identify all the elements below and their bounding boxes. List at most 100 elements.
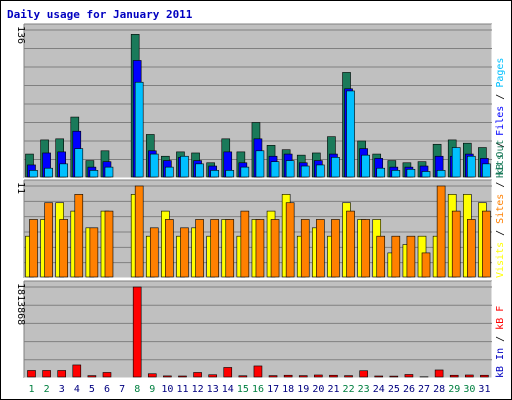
day-label: 31 bbox=[478, 384, 490, 395]
sites-bar bbox=[29, 219, 38, 278]
day-label: 23 bbox=[358, 384, 370, 395]
day-label: 5 bbox=[89, 384, 95, 395]
day-label: 22 bbox=[343, 384, 355, 395]
top-legend-item: Pages bbox=[495, 58, 506, 88]
sites-bar bbox=[285, 202, 295, 278]
sites-bar bbox=[180, 227, 189, 278]
bottom-legend-item: kB F bbox=[495, 306, 506, 330]
pages-bar bbox=[451, 147, 461, 178]
sites-bar bbox=[44, 202, 53, 278]
middle-legend: Visits / Sites / kB Out bbox=[495, 140, 506, 278]
sites-bar bbox=[225, 219, 235, 278]
top-legend-separator: / bbox=[495, 88, 506, 106]
bottom-panel-bg bbox=[24, 281, 492, 378]
sites-bar bbox=[316, 219, 325, 278]
day-label: 14 bbox=[222, 384, 234, 395]
sites-bar bbox=[195, 219, 204, 278]
pages-bar bbox=[391, 170, 401, 178]
chart-title: Daily usage for January 2011 bbox=[7, 8, 193, 21]
day-label: 26 bbox=[403, 384, 415, 395]
sites-bar bbox=[165, 219, 174, 278]
middle-legend-separator: / bbox=[495, 224, 506, 242]
kbf-bar bbox=[223, 367, 233, 378]
pages-bar bbox=[467, 155, 476, 178]
pages-bar bbox=[240, 166, 250, 178]
pages-bar bbox=[346, 90, 355, 178]
sites-bar bbox=[134, 185, 144, 278]
pages-bar bbox=[104, 166, 114, 178]
top-legend-separator: / bbox=[495, 136, 506, 154]
pages-bar bbox=[29, 170, 38, 178]
kbf-bar bbox=[374, 375, 384, 378]
pages-bar bbox=[149, 153, 159, 178]
pages-bar bbox=[74, 148, 84, 178]
sites-bar bbox=[270, 219, 280, 278]
sites-bar bbox=[74, 194, 84, 278]
kbf-bar bbox=[449, 374, 459, 378]
kbf-bar bbox=[42, 370, 51, 378]
kbf-bar bbox=[238, 375, 248, 378]
pages-bar bbox=[300, 165, 310, 178]
day-label: 1 bbox=[29, 384, 35, 395]
kbf-bar bbox=[87, 375, 97, 378]
day-label: 6 bbox=[104, 384, 110, 395]
top-legend-item: Files bbox=[495, 106, 506, 136]
sites-bar bbox=[104, 210, 114, 278]
sites-bar bbox=[406, 235, 416, 278]
day-label: 27 bbox=[418, 384, 430, 395]
kbf-bar bbox=[72, 364, 82, 378]
pages-bar bbox=[180, 155, 189, 178]
kbf-bar bbox=[404, 374, 414, 378]
sites-bar bbox=[361, 219, 370, 278]
kbf-bar bbox=[298, 375, 308, 378]
day-label: 16 bbox=[252, 384, 264, 395]
top-legend: Hits / Files / Pages bbox=[495, 58, 506, 178]
pages-bar bbox=[59, 163, 68, 178]
sites-bar bbox=[436, 185, 446, 278]
sites-bar bbox=[89, 227, 99, 278]
top-legend-item: Hits bbox=[495, 154, 506, 178]
day-label: 12 bbox=[192, 384, 204, 395]
kbf-bar bbox=[329, 374, 338, 378]
pages-bar bbox=[44, 167, 53, 178]
pages-bar bbox=[225, 170, 235, 178]
day-label: 13 bbox=[207, 384, 219, 395]
pages-bar bbox=[436, 170, 446, 178]
sites-bar bbox=[346, 210, 355, 278]
pages-bar bbox=[316, 164, 325, 178]
pages-bar bbox=[255, 150, 265, 178]
kbf-bar bbox=[147, 373, 157, 378]
day-label: 8 bbox=[134, 384, 140, 395]
day-label: 25 bbox=[388, 384, 400, 395]
kbf-bar bbox=[27, 370, 36, 378]
pages-bar bbox=[406, 168, 416, 178]
kbf-bar bbox=[268, 375, 278, 378]
kbf-bar bbox=[57, 370, 66, 378]
pages-bar bbox=[134, 81, 144, 178]
kbf-bar bbox=[344, 375, 353, 378]
pages-bar bbox=[195, 163, 204, 178]
sites-bar bbox=[451, 210, 461, 278]
kbf-bar bbox=[314, 374, 323, 378]
day-label: 29 bbox=[448, 384, 460, 395]
day-label: 15 bbox=[237, 384, 249, 395]
day-label: 4 bbox=[74, 384, 80, 395]
sites-bar bbox=[240, 210, 250, 278]
pages-bar bbox=[482, 163, 491, 178]
kbf-bar bbox=[359, 370, 368, 378]
day-label: 9 bbox=[149, 384, 155, 395]
middle-legend-separator: / bbox=[495, 176, 506, 194]
pages-bar bbox=[210, 170, 219, 178]
bottom-legend-item: kB In bbox=[495, 348, 506, 378]
day-label: 28 bbox=[433, 384, 445, 395]
kbf-bar bbox=[465, 374, 474, 378]
sites-bar bbox=[376, 235, 386, 278]
kbf-bar bbox=[178, 375, 187, 378]
kbf-bar bbox=[132, 286, 142, 378]
pages-bar bbox=[89, 170, 99, 178]
sites-bar bbox=[331, 219, 340, 278]
sites-bar bbox=[149, 227, 159, 278]
kbf-bar bbox=[102, 372, 112, 378]
middle-legend-item: Sites bbox=[495, 194, 506, 224]
